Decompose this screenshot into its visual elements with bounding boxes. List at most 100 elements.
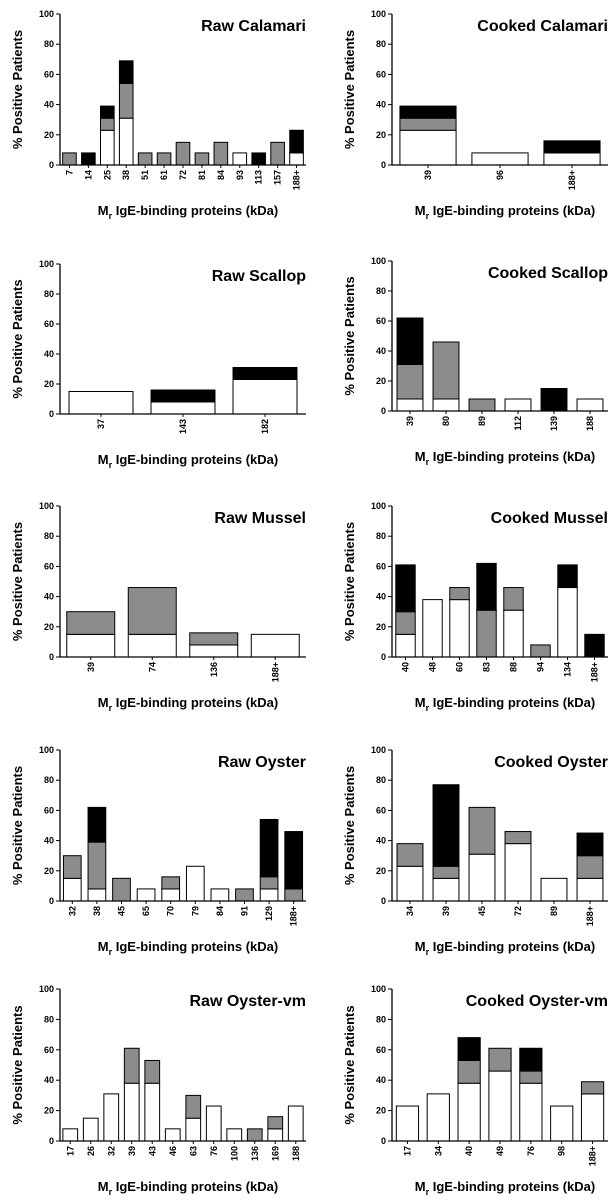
y-tick-label: 40 (376, 836, 386, 846)
y-tick-label: 40 (44, 836, 54, 846)
x-label-main: M (415, 939, 426, 954)
x-tick-label: 80 (441, 416, 451, 426)
bar-segment-white (62, 877, 82, 902)
y-tick-label: 80 (376, 531, 386, 541)
x-tick-label: 45 (477, 906, 487, 916)
bar-segment-gray (468, 806, 496, 855)
x-tick-label: 40 (401, 662, 411, 672)
bar-segment-white (267, 1128, 284, 1142)
bar-segment-gray (175, 141, 191, 166)
y-tick-label: 40 (376, 592, 386, 602)
x-axis-label: Mr IgE-binding proteins (kDa) (415, 939, 595, 957)
x-label-rest: IgE-binding proteins (kDa) (112, 939, 278, 954)
y-tick-label: 100 (371, 984, 386, 994)
x-tick-label: 7 (64, 170, 74, 175)
y-tick-label: 80 (44, 289, 54, 299)
x-tick-label: 143 (178, 419, 188, 434)
bar-segment-white (210, 888, 230, 902)
x-label-subscript: r (426, 211, 430, 221)
y-tick-label: 60 (44, 561, 54, 571)
bar-segment-gray (284, 888, 304, 902)
y-tick-label: 60 (376, 316, 386, 326)
bar-segment-black (251, 152, 267, 166)
x-label-rest: IgE-binding proteins (kDa) (112, 695, 278, 710)
x-label-subscript: r (426, 1187, 430, 1197)
x-tick-label: 39 (423, 170, 433, 180)
y-tick-label: 80 (44, 39, 54, 49)
bar-segment-white (289, 152, 304, 166)
bar-segment-black (396, 317, 424, 365)
y-tick-label: 40 (376, 100, 386, 110)
y-tick-label: 60 (376, 805, 386, 815)
x-tick-label: 72 (178, 170, 188, 180)
x-tick-label: 76 (526, 1146, 536, 1156)
x-tick-label: 188+ (289, 906, 299, 926)
y-tick-label: 0 (381, 1136, 386, 1146)
bar-segment-gray (189, 632, 239, 646)
x-tick-label: 182 (260, 419, 270, 434)
x-tick-label: 37 (96, 419, 106, 429)
y-tick-label: 100 (371, 256, 386, 266)
y-tick-label: 100 (371, 745, 386, 755)
bar-segment-white (504, 843, 532, 902)
x-tick-label: 32 (106, 1146, 116, 1156)
bar-segment-black (232, 367, 298, 380)
x-tick-label: 34 (433, 1146, 443, 1156)
x-tick-label: 26 (86, 1146, 96, 1156)
bar-segment-white (468, 853, 496, 902)
x-tick-label: 72 (513, 906, 523, 916)
bar-segment-white (123, 1082, 140, 1142)
y-tick-label: 20 (376, 130, 386, 140)
bar-segment-gray (270, 141, 285, 166)
bar-segment-white (395, 633, 416, 658)
bar-segment-white (503, 609, 524, 658)
y-axis-label: % Positive Patients (342, 1005, 357, 1124)
x-tick-label: 17 (65, 1146, 75, 1156)
y-tick-label: 60 (376, 1045, 386, 1055)
bar-segment-black (87, 806, 107, 843)
y-tick-label: 20 (44, 379, 54, 389)
x-tick-label: 25 (102, 170, 112, 180)
bar-segment-black (557, 564, 578, 589)
chart-panel: 17 26 32 39 43 46 63 76 100 136 169 188 0 20 40 60 80 100… (10, 984, 306, 1197)
x-tick-label: 32 (67, 906, 77, 916)
x-tick-label: 188+ (588, 1146, 598, 1166)
chart-panel: 37 143 182 0 20 40 60 80 100 Raw Scallop % Positiv… (10, 259, 306, 470)
bar-segment-white (580, 1093, 605, 1142)
bar-segment-white (118, 117, 134, 166)
chart-panel: 32 38 45 65 70 79 84 91 129 188+ 0 20 40 60 80 100 Raw O… (10, 745, 306, 957)
x-tick-label: 188+ (292, 170, 302, 190)
bar-segment-white (232, 152, 248, 166)
x-axis-label: Mr IgE-binding proteins (kDa) (98, 1179, 278, 1197)
x-label-main: M (415, 203, 426, 218)
x-tick-label: 98 (557, 1146, 567, 1156)
bar-segment-white (396, 398, 424, 412)
x-tick-label: 188 (585, 416, 595, 431)
bar-segment-white (205, 1105, 222, 1142)
x-tick-label: 169 (270, 1146, 280, 1161)
bar-segment-gray (87, 841, 107, 890)
bar-segment-black (395, 564, 416, 613)
x-tick-label: 17 (402, 1146, 412, 1156)
x-label-main: M (98, 695, 109, 710)
y-axis-label: % Positive Patients (342, 522, 357, 641)
y-tick-label: 100 (371, 9, 386, 19)
x-tick-label: 74 (147, 662, 157, 672)
x-axis-label: Mr IgE-binding proteins (kDa) (98, 695, 278, 713)
bar-segment-gray (161, 876, 181, 890)
bar-segment-white (432, 877, 460, 902)
x-label-rest: IgE-binding proteins (kDa) (429, 939, 595, 954)
y-tick-label: 80 (44, 531, 54, 541)
x-tick-label: 14 (83, 170, 93, 180)
y-tick-label: 40 (44, 349, 54, 359)
x-label-main: M (98, 203, 109, 218)
bar-segment-white (426, 1093, 450, 1142)
y-axis-label: % Positive Patients (10, 766, 25, 885)
bar-segment-white (287, 1105, 304, 1142)
x-label-subscript: r (426, 457, 430, 467)
bar-segment-gray (576, 855, 604, 879)
x-label-main: M (98, 452, 109, 467)
chart-panel: 39 80 89 112 139 188 0 20 40 60 80 100 Cooked Scallo… (342, 256, 608, 467)
bar-segment-gray (530, 644, 551, 658)
